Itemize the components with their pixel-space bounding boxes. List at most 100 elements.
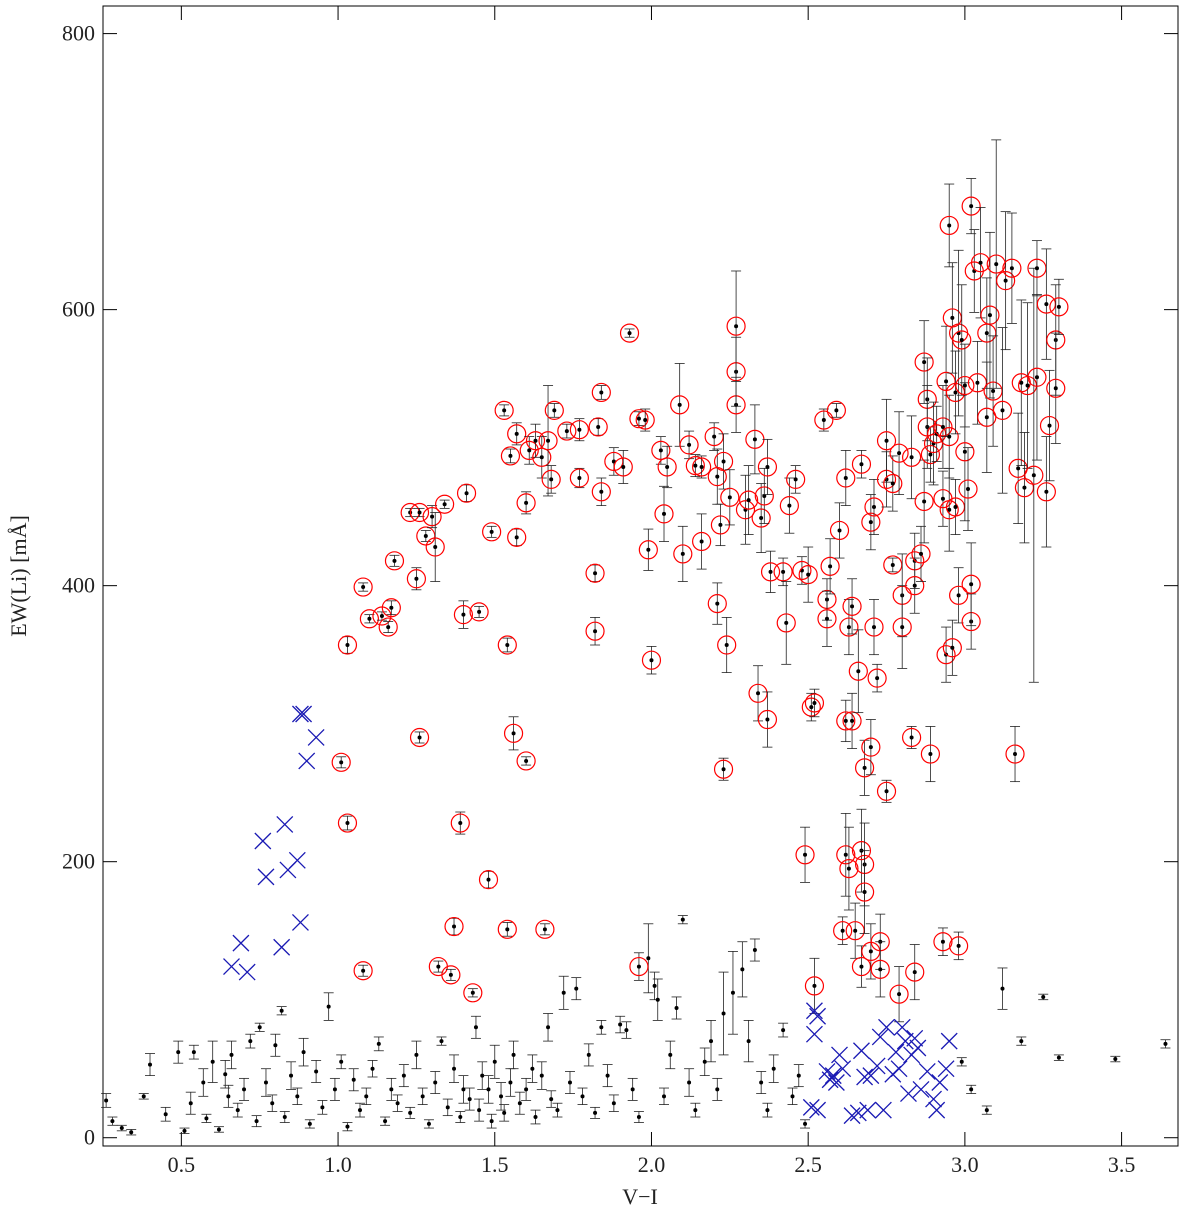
data-point-ring: [651, 440, 671, 461]
data-point-ring: [792, 560, 812, 581]
data-point: [119, 1126, 124, 1131]
data-point-ring: [914, 491, 934, 512]
data-point: [950, 315, 955, 320]
data-point: [730, 990, 735, 995]
data-point: [301, 1050, 306, 1055]
data-point: [452, 924, 457, 929]
data-point: [376, 1041, 381, 1046]
data-point-ring: [337, 635, 358, 655]
data-point: [254, 832, 272, 850]
y-tick-label: 200: [62, 849, 95, 874]
data-point-ring: [751, 508, 771, 528]
data-point: [1031, 473, 1036, 478]
data-point: [552, 408, 557, 413]
data-point: [828, 564, 833, 569]
data-point: [909, 1039, 927, 1057]
data-point: [680, 551, 685, 556]
data-point: [878, 1018, 895, 1036]
data-point-ring: [842, 711, 862, 731]
data-point-ring: [535, 919, 555, 939]
data-point-ring: [1002, 258, 1022, 278]
data-point: [824, 1067, 842, 1085]
data-point: [909, 735, 914, 740]
data-point: [433, 545, 438, 550]
data-point: [827, 1074, 845, 1091]
data-point-ring: [735, 500, 756, 520]
data-point: [361, 968, 366, 973]
x-tick-label: 3.0: [951, 1152, 979, 1177]
data-point-ring: [996, 271, 1016, 291]
data-point: [223, 958, 240, 976]
data-point-ring: [692, 457, 712, 477]
data-point: [636, 1115, 641, 1120]
data-point: [295, 1094, 300, 1099]
data-point: [182, 1128, 187, 1133]
data-point: [868, 520, 873, 525]
data-point-ring: [444, 916, 464, 937]
data-point: [702, 1059, 707, 1064]
data-point-ring: [604, 451, 624, 472]
data-point: [646, 956, 651, 961]
data-point: [843, 852, 848, 857]
data-point-ring: [870, 959, 890, 979]
data-point-ring: [861, 512, 881, 532]
data-point: [426, 1121, 431, 1126]
data-point-ring: [905, 962, 925, 982]
data-point: [837, 528, 842, 533]
data-point-ring: [713, 759, 734, 779]
data-point-ring: [704, 427, 724, 447]
data-point-ring: [942, 638, 962, 658]
data-point-ring: [949, 936, 969, 956]
data-point: [856, 669, 861, 674]
data-point-ring: [720, 487, 740, 507]
data-point-ring: [1005, 744, 1025, 764]
data-point: [962, 449, 967, 454]
data-point-ring: [864, 617, 884, 637]
data-point: [1034, 266, 1039, 271]
data-point-ring: [569, 420, 589, 440]
data-point-ring: [804, 976, 825, 996]
data-point: [546, 1025, 551, 1030]
data-point-ring: [406, 569, 427, 589]
data-point: [235, 1108, 240, 1113]
data-point: [859, 964, 864, 969]
data-point: [445, 1105, 450, 1110]
data-point-ring: [892, 617, 912, 637]
data-point-ring: [337, 813, 358, 833]
x-tick-label: 1.5: [481, 1152, 509, 1177]
data-point: [805, 1002, 823, 1020]
x-axis-label: V−I: [622, 1184, 658, 1209]
data-point: [821, 418, 826, 423]
data-point: [718, 522, 723, 527]
data-point: [787, 503, 792, 508]
data-point: [853, 928, 858, 933]
data-point-ring: [876, 781, 897, 801]
data-point-ring: [883, 473, 903, 494]
data-point: [699, 539, 704, 544]
data-point-ring: [713, 451, 734, 472]
data-point-ring: [1046, 378, 1066, 398]
data-point: [367, 616, 372, 621]
x-tick-label: 3.5: [1108, 1152, 1136, 1177]
data-point: [257, 868, 275, 886]
data-point-ring: [381, 598, 401, 618]
data-point: [1056, 1055, 1061, 1060]
data-point: [489, 1119, 494, 1124]
data-point: [984, 1108, 989, 1113]
data-point-ring: [920, 744, 941, 764]
data-point: [461, 612, 466, 617]
data-point-ring: [776, 613, 796, 633]
data-point: [345, 1124, 350, 1129]
data-point: [852, 1042, 870, 1060]
data-point-ring: [917, 417, 937, 437]
data-point: [959, 1059, 964, 1064]
data-point-ring: [638, 540, 658, 560]
data-point: [226, 1094, 231, 1099]
data-point-ring: [842, 596, 862, 616]
data-point: [546, 438, 551, 443]
data-point: [339, 760, 344, 765]
data-point: [655, 997, 660, 1002]
data-point: [1019, 380, 1024, 385]
data-point: [549, 1097, 554, 1102]
